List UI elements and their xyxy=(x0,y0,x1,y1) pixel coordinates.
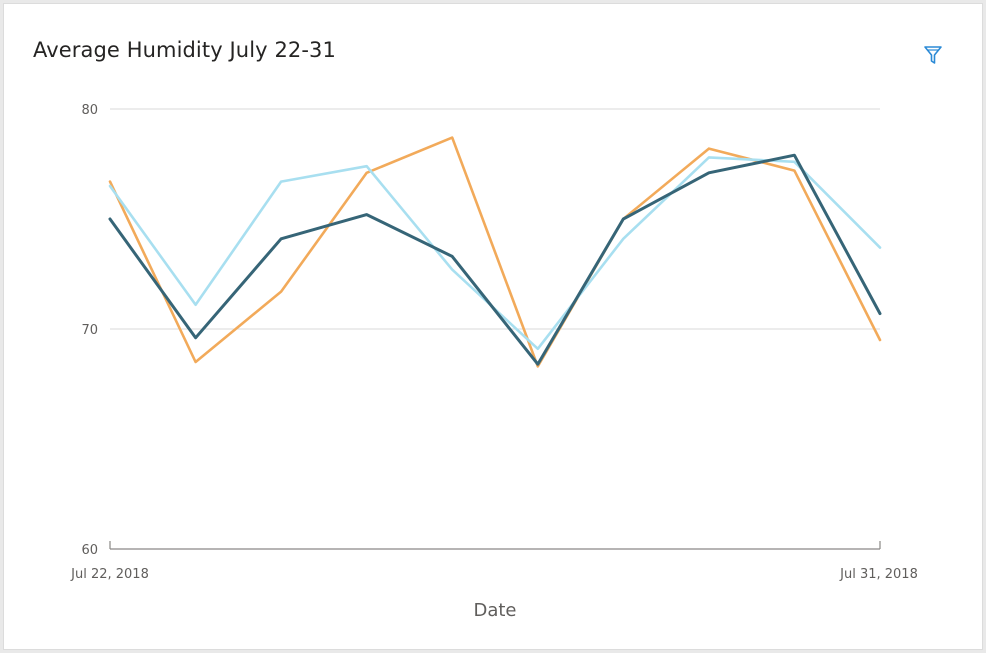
y-tick-label-80: 80 xyxy=(81,103,98,118)
filter-icon[interactable] xyxy=(922,44,944,66)
x-axis-title: Date xyxy=(473,600,516,621)
x-tick-label-end: Jul 31, 2018 xyxy=(839,567,918,582)
x-tick-label-start: Jul 22, 2018 xyxy=(70,567,149,582)
chart-card: Average Humidity July 22-31 xyxy=(4,4,982,649)
y-tick-label-70: 70 xyxy=(81,323,98,338)
series-line-1 xyxy=(108,136,882,368)
y-tick-label-60: 60 xyxy=(81,543,98,558)
series-line-3 xyxy=(108,153,882,366)
chart-title: Average Humidity July 22-31 xyxy=(33,38,336,62)
